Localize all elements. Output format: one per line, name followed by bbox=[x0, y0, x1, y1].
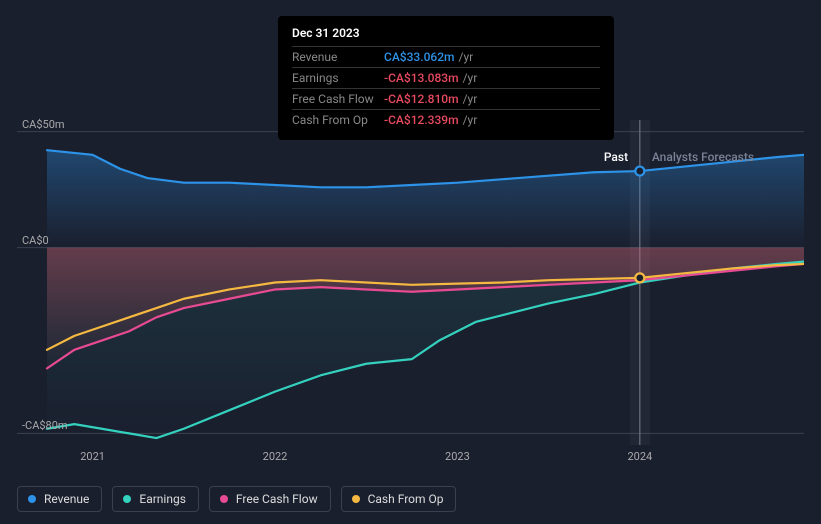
legend-item-label: Cash From Op bbox=[368, 492, 444, 506]
tooltip-row: Free Cash Flow-CA$12.810m/yr bbox=[292, 88, 600, 109]
chart-canvas bbox=[17, 120, 804, 445]
legend-item-cash-from-op[interactable]: Cash From Op bbox=[341, 486, 457, 512]
x-axis-label: 2024 bbox=[627, 450, 652, 463]
tooltip-row-value: -CA$12.810m bbox=[384, 92, 459, 106]
y-axis-label: CA$0 bbox=[22, 234, 49, 247]
legend-dot-icon bbox=[123, 495, 131, 503]
financials-chart[interactable]: Past Analysts Forecasts CA$50m CA$0 -CA$80… bbox=[17, 120, 804, 480]
tooltip-row-value: CA$33.062m bbox=[384, 50, 455, 64]
tooltip-row-unit: /yr bbox=[463, 71, 478, 85]
tooltip-row: RevenueCA$33.062m/yr bbox=[292, 46, 600, 67]
tooltip-row: Cash From Op-CA$12.339m/yr bbox=[292, 109, 600, 130]
legend-item-revenue[interactable]: Revenue bbox=[17, 486, 102, 512]
legend-dot-icon bbox=[28, 495, 36, 503]
legend-item-earnings[interactable]: Earnings bbox=[112, 486, 199, 512]
tooltip-row-label: Earnings bbox=[292, 71, 384, 85]
y-axis-label: -CA$80m bbox=[22, 419, 68, 432]
tooltip-date: Dec 31 2023 bbox=[292, 26, 600, 46]
legend-dot-icon bbox=[220, 495, 228, 503]
legend-item-label: Free Cash Flow bbox=[236, 492, 318, 506]
tooltip-row-value: -CA$13.083m bbox=[384, 71, 459, 85]
chart-legend: Revenue Earnings Free Cash Flow Cash From O… bbox=[17, 486, 456, 512]
tooltip-row-unit: /yr bbox=[463, 113, 478, 127]
legend-item-label: Revenue bbox=[44, 492, 89, 506]
section-label-forecast: Analysts Forecasts bbox=[652, 150, 754, 164]
section-label-past: Past bbox=[604, 150, 628, 164]
tooltip-row-label: Cash From Op bbox=[292, 113, 384, 127]
tooltip-row-label: Free Cash Flow bbox=[292, 92, 384, 106]
y-axis-label: CA$50m bbox=[22, 118, 65, 131]
tooltip-row: Earnings-CA$13.083m/yr bbox=[292, 67, 600, 88]
legend-item-label: Earnings bbox=[139, 492, 186, 506]
tooltip-row-label: Revenue bbox=[292, 50, 384, 64]
legend-item-free-cash-flow[interactable]: Free Cash Flow bbox=[209, 486, 331, 512]
chart-tooltip: Dec 31 2023 RevenueCA$33.062m/yrEarnings… bbox=[278, 16, 614, 140]
x-axis-label: 2023 bbox=[445, 450, 470, 463]
legend-dot-icon bbox=[352, 495, 360, 503]
tooltip-row-value: -CA$12.339m bbox=[384, 113, 459, 127]
x-axis-label: 2021 bbox=[80, 450, 105, 463]
tooltip-row-unit: /yr bbox=[463, 92, 478, 106]
tooltip-row-unit: /yr bbox=[459, 50, 474, 64]
x-axis-label: 2022 bbox=[263, 450, 288, 463]
